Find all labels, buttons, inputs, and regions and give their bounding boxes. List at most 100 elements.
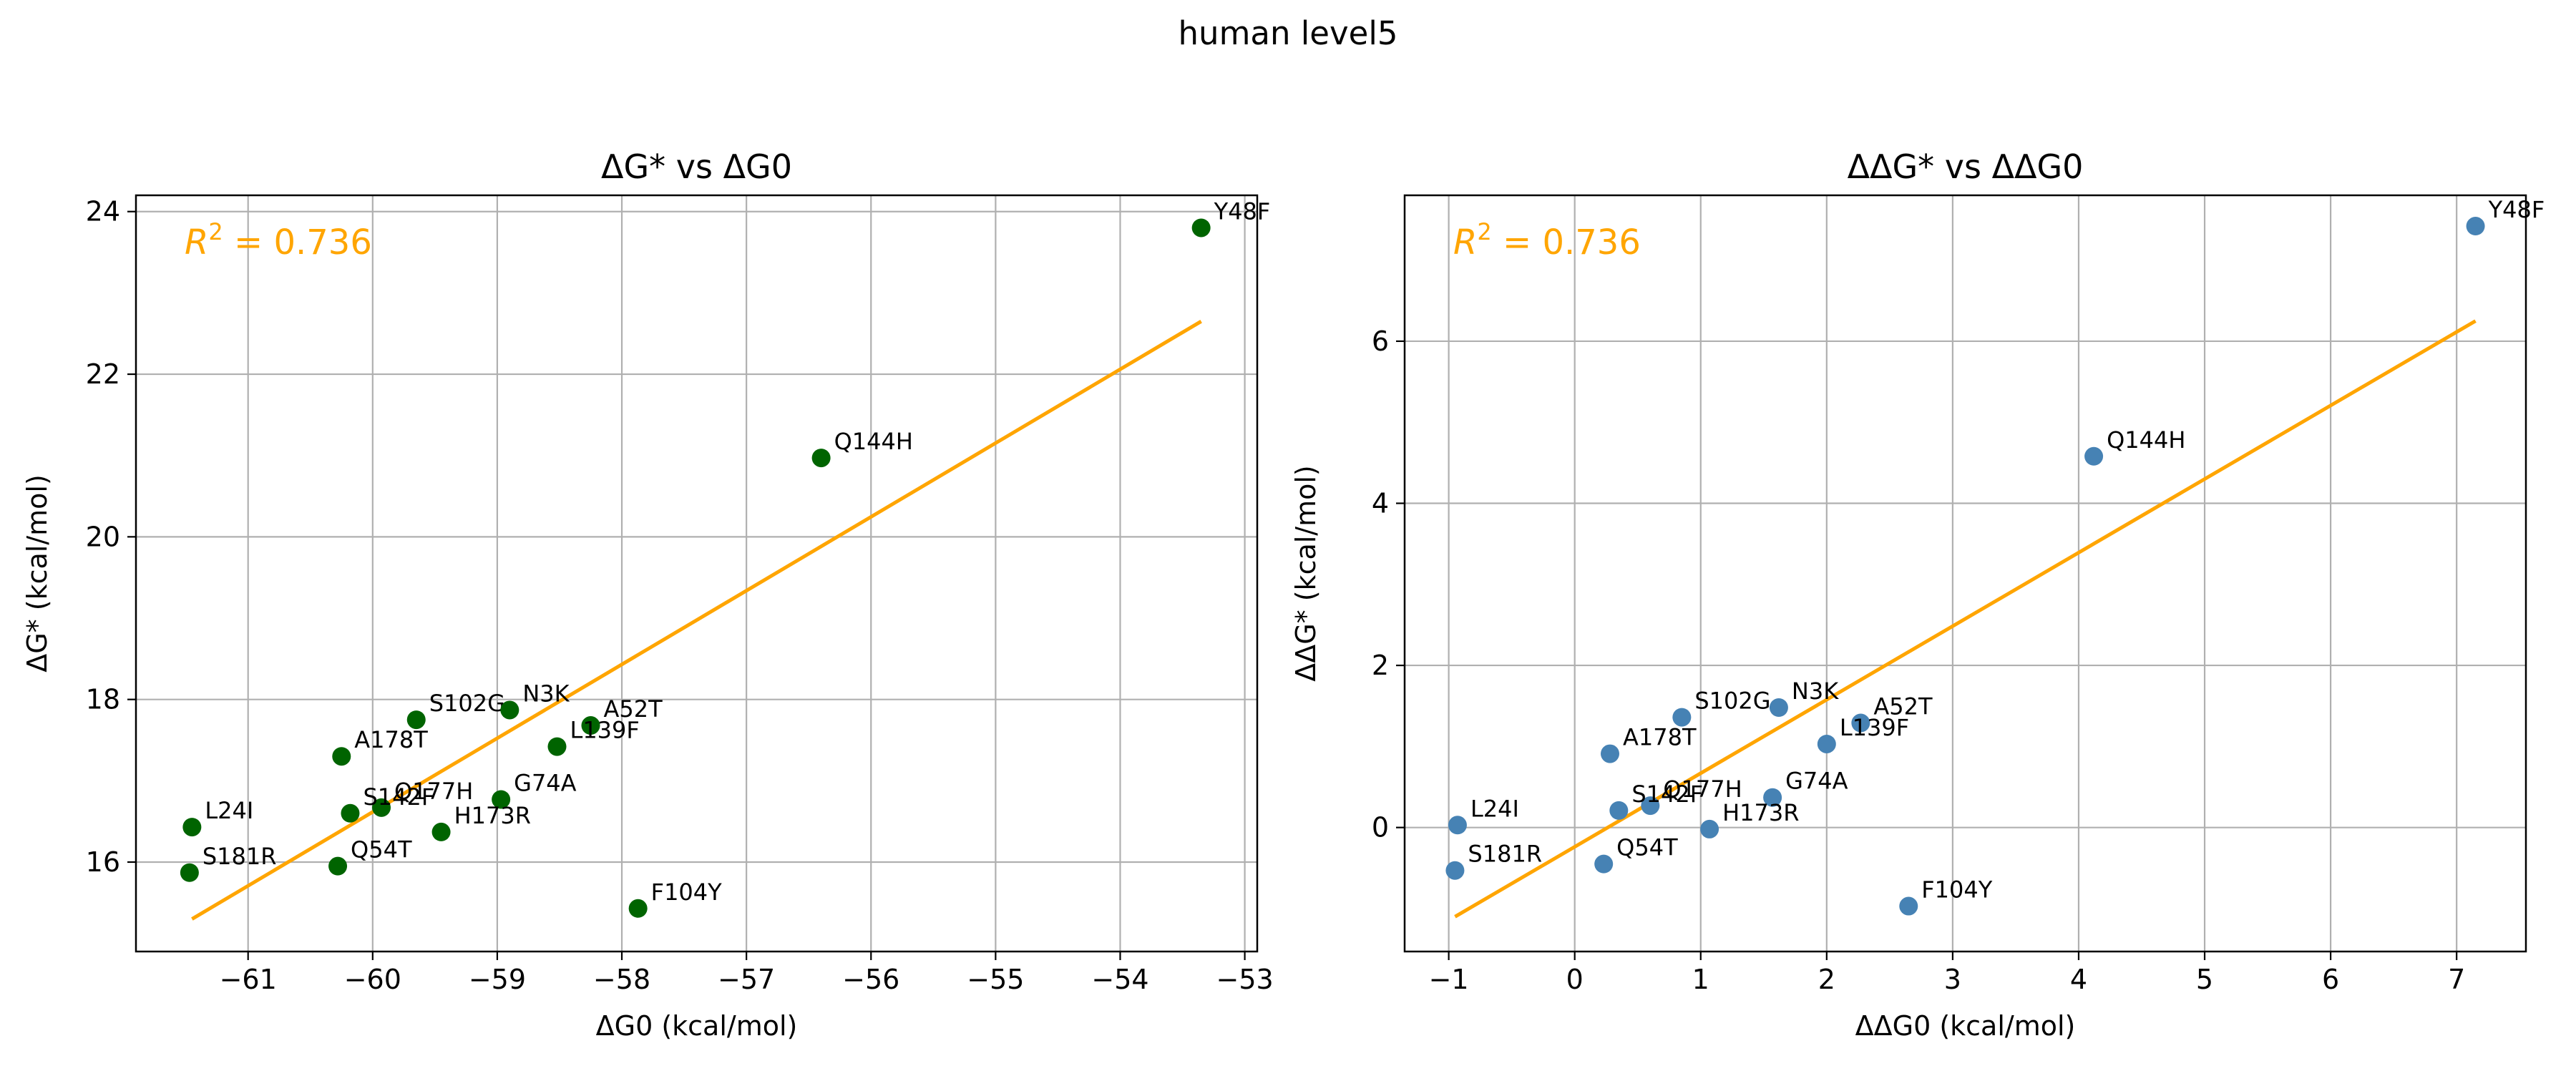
chart-2-point-L139F [1817,734,1836,753]
chart-1-point-label-Y48F: Y48F [1214,197,1271,225]
chart-2-point-label-H173R: H173R [1722,799,1799,826]
chart-2-point-Q177H [1641,796,1660,816]
chart-2-y-tick-label-2: 4 [1372,488,1389,519]
chart-2-x-tick-label-6: 5 [2196,964,2213,995]
chart-2-point-label-Q54T: Q54T [1616,834,1678,861]
chart-1-y-tick-label-0: 16 [86,846,120,878]
chart-1-point-A178T [332,747,351,766]
chart-1-x-axis-label: ΔG0 (kcal/mol) [596,1010,798,1042]
chart-2-x-axis-label: ΔΔG0 (kcal/mol) [1855,1010,2076,1042]
chart-2-plot-frame [1403,194,2527,953]
chart-2-point-Q144H [2084,446,2104,466]
chart-1-point-label-N3K: N3K [522,680,570,707]
chart-2-point-label-Y48F: Y48F [2488,196,2545,223]
chart-1-point-N3K [500,700,519,720]
chart-2-point-S142F [1609,801,1629,820]
chart-2-point-label-N3K: N3K [1792,678,1839,705]
chart-2-point-S181R [1445,861,1465,880]
chart-1-x-tick-label-0: −61 [220,964,277,995]
chart-2-point-label-F104Y: F104Y [1921,876,1992,904]
chart-2-point-label-S142F: S142F [1631,781,1703,808]
chart-2-x-tick-label-0: −1 [1429,964,1469,995]
chart-1-point-label-L139F: L139F [570,717,639,744]
chart-2-point-label-A178T: A178T [1623,724,1697,751]
chart-1-fit-line [191,320,1202,921]
chart-1-point-label-A52T: A52T [604,695,663,723]
chart-2-point-label-S181R: S181R [1468,841,1542,868]
chart-2-y-tick-label-3: 6 [1372,326,1389,357]
chart-1-y-tick-label-2: 20 [86,521,120,552]
chart-1-point-label-Q144H: Q144H [834,428,913,455]
chart-1-point-A52T [581,716,600,735]
figure-title: human level5 [1178,14,1398,52]
chart-2-x-tick-label-5: 4 [2070,964,2087,995]
chart-2-point-label-L139F: L139F [1840,714,1909,741]
chart-2-point-label-Q144H: Q144H [2107,426,2185,454]
chart-2-title: ΔΔG* vs ΔΔG0 [1848,147,2084,186]
chart-2-point-L24I [1448,816,1467,835]
chart-2-x-tick-label-4: 3 [1944,964,1961,995]
chart-2-point-label-S102G: S102G [1694,688,1770,715]
chart-1-point-label-S142F: S142F [363,783,434,811]
chart-1-y-axis-label: ΔG* (kcal/mol) [21,474,53,672]
chart-1-point-label-S102G: S102G [429,690,505,717]
chart-2-x-tick-label-3: 2 [1818,964,1835,995]
chart-1-point-label-L24I: L24I [205,797,253,824]
chart-1-point-label-F104Y: F104Y [651,879,722,906]
chart-1-point-Q177H [371,798,391,817]
chart-1-x-tick-label-7: −54 [1091,964,1148,995]
chart-1-point-L24I [182,818,202,837]
chart-1-point-S142F [341,803,360,823]
chart-1-y-tick-label-4: 24 [86,196,120,228]
chart-1-point-label-H173R: H173R [454,802,531,829]
chart-1-x-tick-label-2: −59 [469,964,526,995]
chart-2-point-label-G74A: G74A [1785,768,1848,795]
chart-1-plot-frame [135,194,1259,953]
chart-1-point-Q144H [811,449,831,468]
chart-1-point-label-Q177H: Q177H [394,778,473,805]
chart-2-point-G74A [1763,788,1782,807]
chart-1-title: ΔG* vs ΔG0 [601,147,792,186]
chart-2-y-tick-label-0: 0 [1372,812,1389,843]
chart-1-x-tick-label-4: −57 [718,964,775,995]
chart-2-fit-line [1454,319,2477,919]
chart-1-point-label-A178T: A178T [354,726,428,753]
chart-2-point-N3K [1769,698,1788,717]
chart-2-point-A52T [1851,713,1870,733]
chart-2-y-tick-label-1: 2 [1372,650,1389,681]
chart-1-r2-annotation: R2 = 0.736 [185,218,372,263]
chart-1-point-label-G74A: G74A [514,769,577,796]
chart-2-point-F104Y [1899,896,1918,916]
chart-1-y-tick-label-3: 22 [86,358,120,390]
chart-2-point-S102G [1672,708,1692,727]
chart-2-y-axis-label: ΔΔG* (kcal/mol) [1290,465,1322,682]
chart-2-x-tick-label-1: 0 [1566,964,1584,995]
chart-2-point-label-Q177H: Q177H [1663,776,1742,803]
chart-1-point-F104Y [628,899,648,918]
chart-1-point-S181R [180,863,199,882]
chart-2-x-tick-label-7: 6 [2322,964,2339,995]
chart-1-x-tick-label-3: −58 [593,964,650,995]
chart-1-point-S102G [406,710,426,730]
chart-2-point-A178T [1600,744,1619,763]
chart-2-point-label-L24I: L24I [1470,795,1519,822]
chart-1-point-G74A [492,790,511,809]
chart-1-x-tick-label-5: −56 [842,964,899,995]
chart-2-x-tick-label-8: 7 [2448,964,2465,995]
chart-1-point-L139F [547,737,567,756]
chart-1-point-Q54T [328,856,348,876]
chart-2-point-Q54T [1594,854,1614,874]
chart-2-point-H173R [1700,819,1719,838]
chart-1-point-label-S181R: S181R [203,843,277,870]
chart-1-point-label-Q54T: Q54T [351,836,412,864]
chart-2-r2-annotation: R2 = 0.736 [1453,218,1641,263]
chart-1-x-tick-label-6: −55 [967,964,1024,995]
chart-2-point-Y48F [2466,217,2485,236]
chart-1-point-H173R [431,822,451,841]
chart-2-x-tick-label-2: 1 [1692,964,1709,995]
chart-1-y-tick-label-1: 18 [86,684,120,715]
